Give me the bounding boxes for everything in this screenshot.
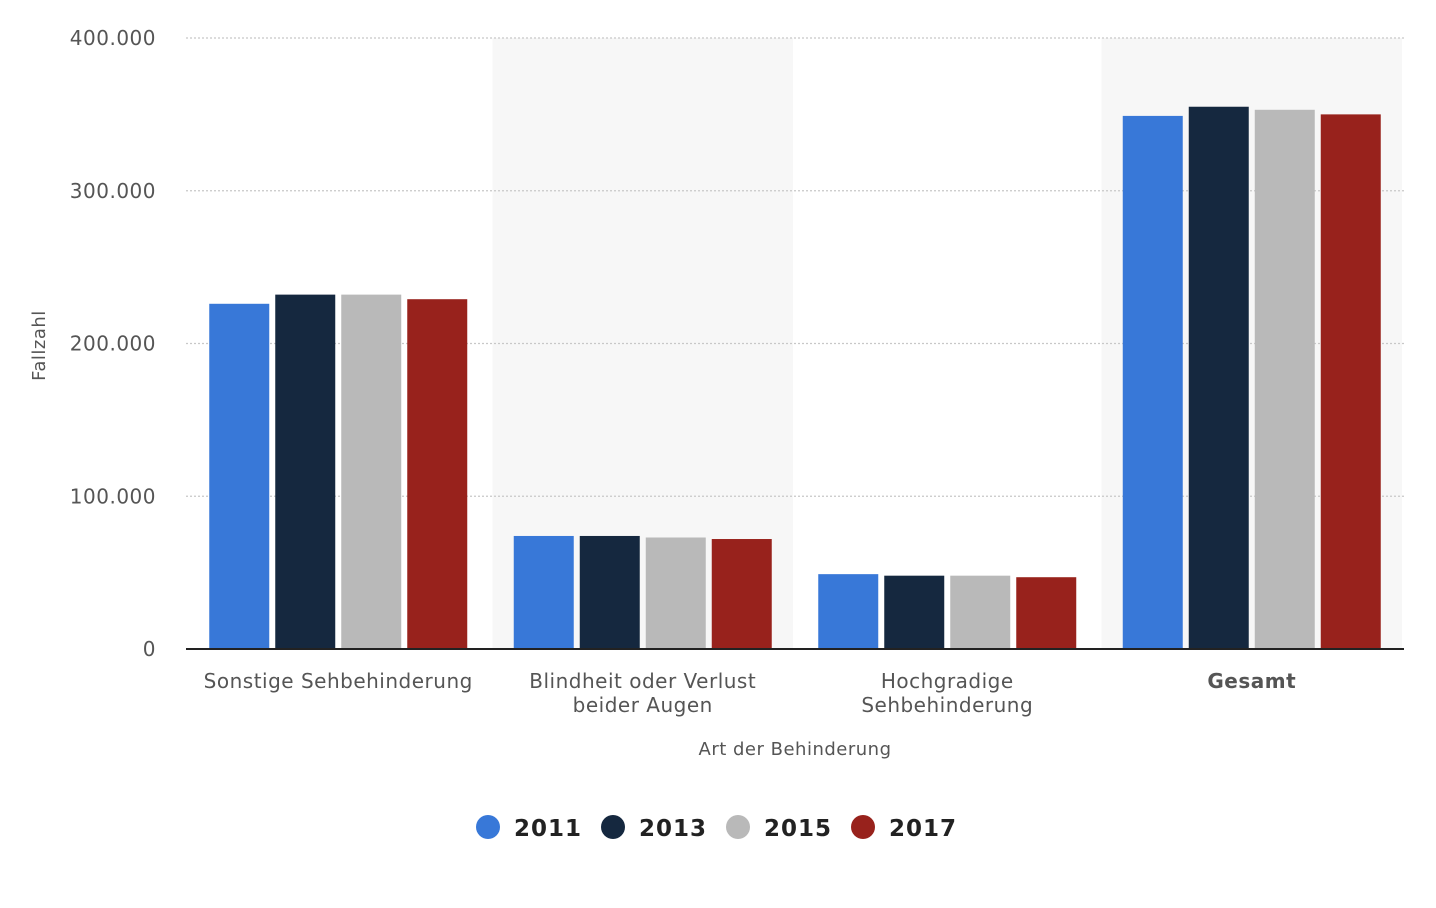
bar-2017-1[interactable] bbox=[711, 539, 772, 649]
y-axis-title: Fallzahl bbox=[29, 310, 50, 381]
legend-swatch-2013[interactable] bbox=[601, 815, 625, 839]
bar-2011-0[interactable] bbox=[209, 303, 270, 649]
x-category-label: Sehbehinderung bbox=[861, 693, 1033, 717]
x-category-label: Gesamt bbox=[1207, 669, 1296, 693]
bar-2015-1[interactable] bbox=[645, 537, 706, 649]
bar-2013-3[interactable] bbox=[1188, 106, 1249, 650]
y-tick-label: 200.000 bbox=[70, 332, 156, 356]
legend-label-2013[interactable]: 2013 bbox=[639, 816, 707, 842]
x-category-label: beider Augen bbox=[573, 693, 713, 717]
bar-2013-2[interactable] bbox=[884, 575, 945, 649]
y-tick-label: 0 bbox=[143, 637, 156, 661]
x-category-label: Sonstige Sehbehinderung bbox=[204, 669, 473, 693]
legend-label-2015[interactable]: 2015 bbox=[764, 816, 832, 842]
legend-swatch-2017[interactable] bbox=[851, 815, 875, 839]
y-tick-label: 300.000 bbox=[70, 179, 156, 203]
bar-2017-3[interactable] bbox=[1320, 114, 1381, 649]
legend-swatch-2011[interactable] bbox=[476, 815, 500, 839]
y-tick-label: 100.000 bbox=[70, 484, 156, 508]
bar-2013-1[interactable] bbox=[579, 535, 640, 649]
bar-2013-0[interactable] bbox=[275, 294, 336, 649]
legend-swatch-2015[interactable] bbox=[726, 815, 750, 839]
x-category-label: Blindheit oder Verlust bbox=[529, 669, 756, 693]
bar-2015-3[interactable] bbox=[1254, 109, 1315, 650]
x-axis-title: Art der Behinderung bbox=[699, 739, 892, 760]
bar-2015-0[interactable] bbox=[341, 294, 402, 649]
bar-2011-1[interactable] bbox=[513, 535, 574, 649]
y-tick-label: 400.000 bbox=[70, 26, 156, 50]
x-category-label: Hochgradige bbox=[881, 669, 1014, 693]
legend-label-2011[interactable]: 2011 bbox=[514, 816, 582, 842]
bar-2015-2[interactable] bbox=[950, 575, 1011, 649]
bar-2011-3[interactable] bbox=[1122, 115, 1183, 650]
legend-label-2017[interactable]: 2017 bbox=[889, 816, 957, 842]
bar-2017-0[interactable] bbox=[407, 299, 468, 649]
bar-2017-2[interactable] bbox=[1016, 577, 1077, 649]
bar-2011-2[interactable] bbox=[818, 574, 879, 649]
